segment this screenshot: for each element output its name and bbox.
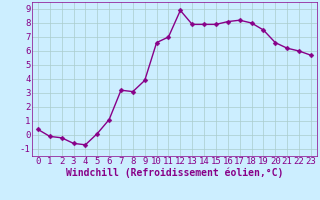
X-axis label: Windchill (Refroidissement éolien,°C): Windchill (Refroidissement éolien,°C) (66, 168, 283, 178)
